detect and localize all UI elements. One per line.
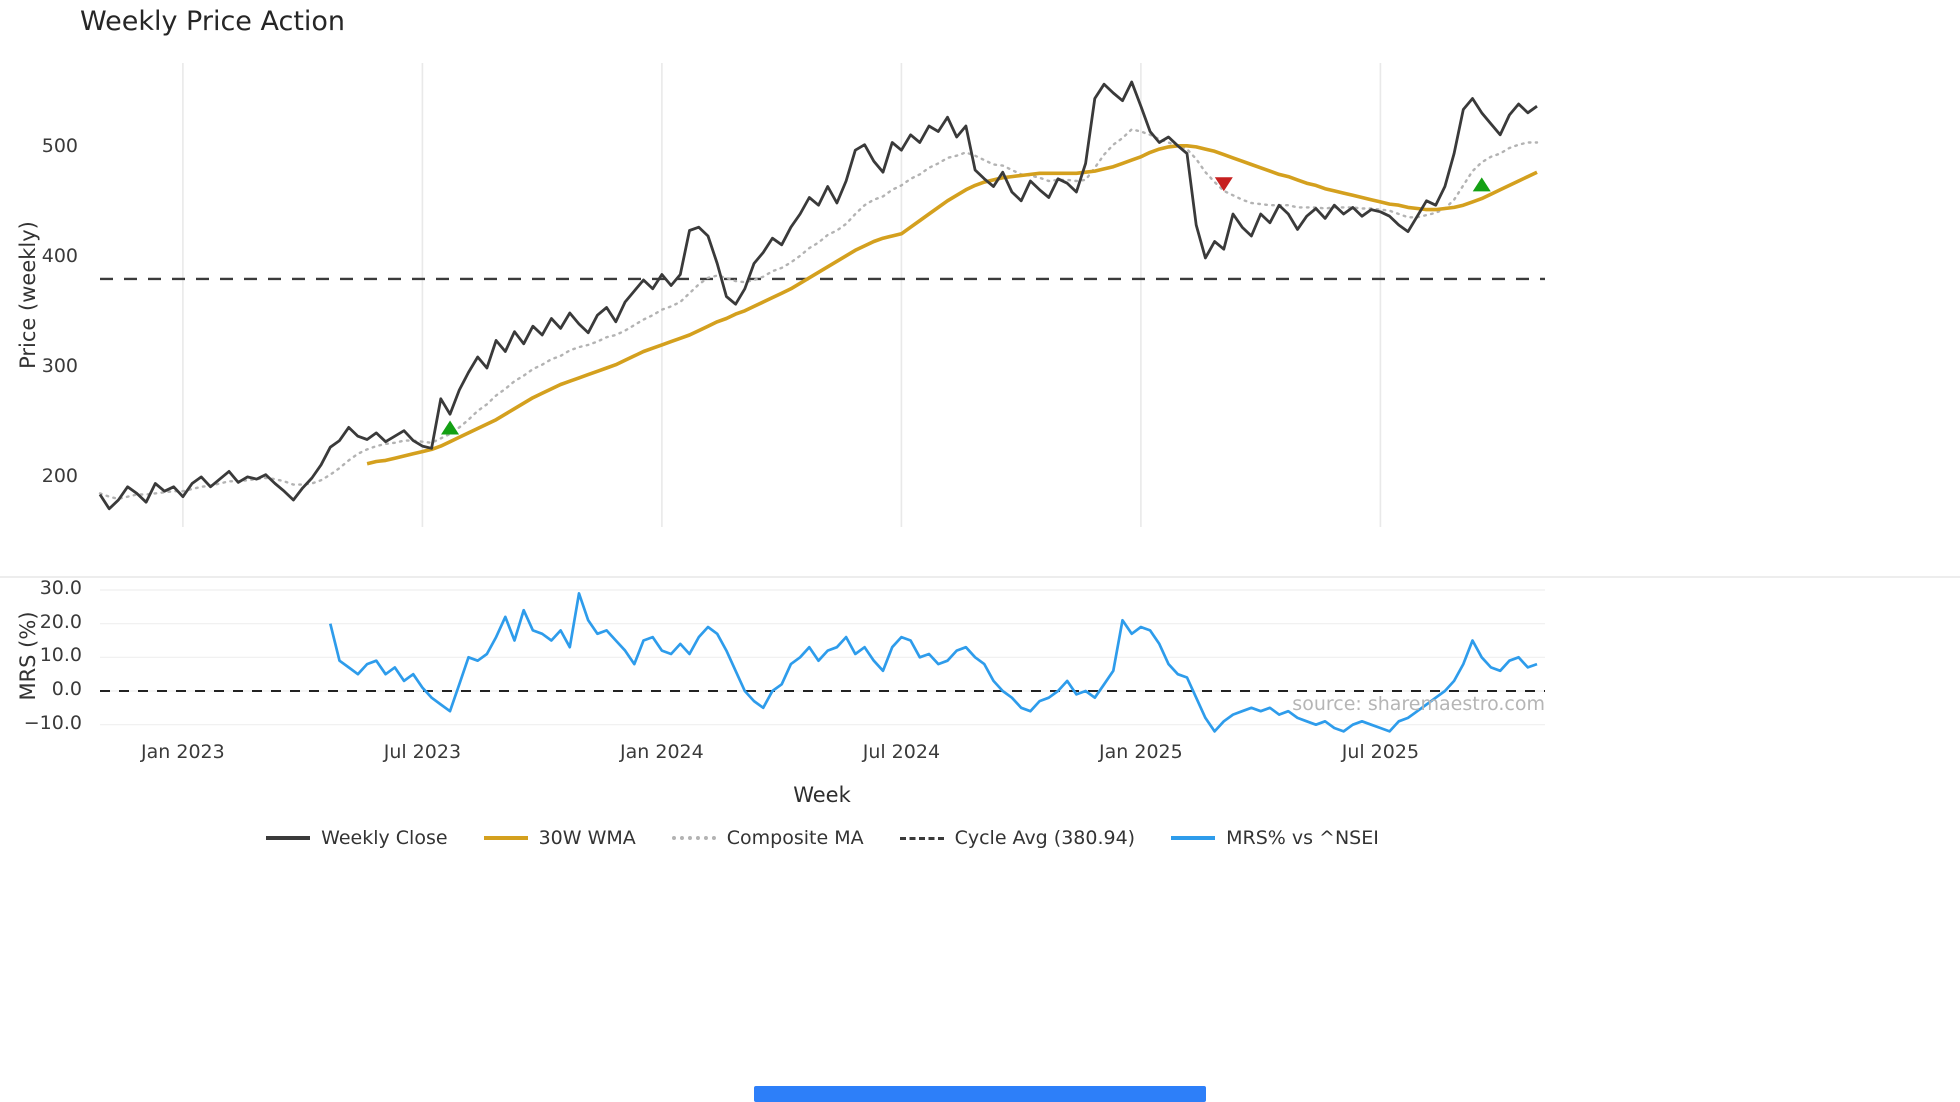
x-tick-label: Jul 2023 [383, 741, 462, 763]
legend-label: MRS% vs ^NSEI [1226, 827, 1379, 849]
legend-item-cycle-avg: Cycle Avg (380.94) [899, 827, 1136, 849]
price-ytick-label: 400 [41, 245, 78, 267]
chart-title: Weekly Price Action [80, 6, 346, 37]
x-tick-label: Jan 2024 [620, 741, 704, 763]
buy-signal-marker [1472, 177, 1491, 192]
mrs-ytick-label: 10.0 [39, 644, 82, 667]
bottom-accent-bar [754, 1086, 1206, 1102]
legend-item-wma-30w: 30W WMA [483, 827, 636, 849]
mrs-line [328, 592, 1538, 733]
buy-signal-marker [441, 420, 460, 435]
legend-item-mrs-pct: MRS% vs ^NSEI [1171, 827, 1379, 849]
price-ytick-label: 300 [41, 355, 78, 377]
weekly-close-legend-swatch [266, 836, 311, 840]
legend-label: 30W WMA [538, 827, 636, 849]
x-axis-title: Week [793, 783, 851, 807]
x-tick-label: Jan 2023 [141, 741, 225, 763]
legend-item-composite-ma: Composite MA [671, 827, 864, 849]
cycle-avg-legend-swatch [899, 836, 944, 840]
composite-ma-legend-swatch [671, 836, 716, 840]
weekly-close-line [98, 80, 1538, 511]
price-ytick-label: 500 [41, 135, 78, 157]
x-tick-label: Jan 2025 [1099, 741, 1183, 763]
legend-label: Composite MA [726, 827, 864, 849]
mrs-pct-legend-swatch [1171, 836, 1216, 840]
mrs-ytick-label: 20.0 [39, 610, 82, 633]
price-ytick-label: 200 [41, 465, 78, 487]
source-watermark: source: sharemaestro.com [1292, 693, 1545, 715]
wma-30w-legend-swatch [483, 836, 528, 840]
mrs-ytick-label: 0.0 [51, 678, 82, 700]
chart-legend: Weekly Close 30W WMA Composite MA Cycle Avg… [100, 827, 1545, 849]
x-tick-label: Jul 2024 [862, 741, 941, 763]
wma-30w-line [366, 144, 1538, 466]
legend-label: Cycle Avg (380.94) [954, 827, 1136, 849]
mrs-ytick-label: −10.0 [23, 711, 82, 734]
x-tick-label: Jul 2025 [1341, 741, 1420, 763]
mrs-ytick-label: 30.0 [39, 576, 82, 599]
legend-item-weekly-close: Weekly Close [266, 827, 448, 849]
legend-label: Weekly Close [321, 827, 448, 849]
composite-ma-line [98, 127, 1539, 501]
sell-signal-marker [1214, 177, 1233, 192]
